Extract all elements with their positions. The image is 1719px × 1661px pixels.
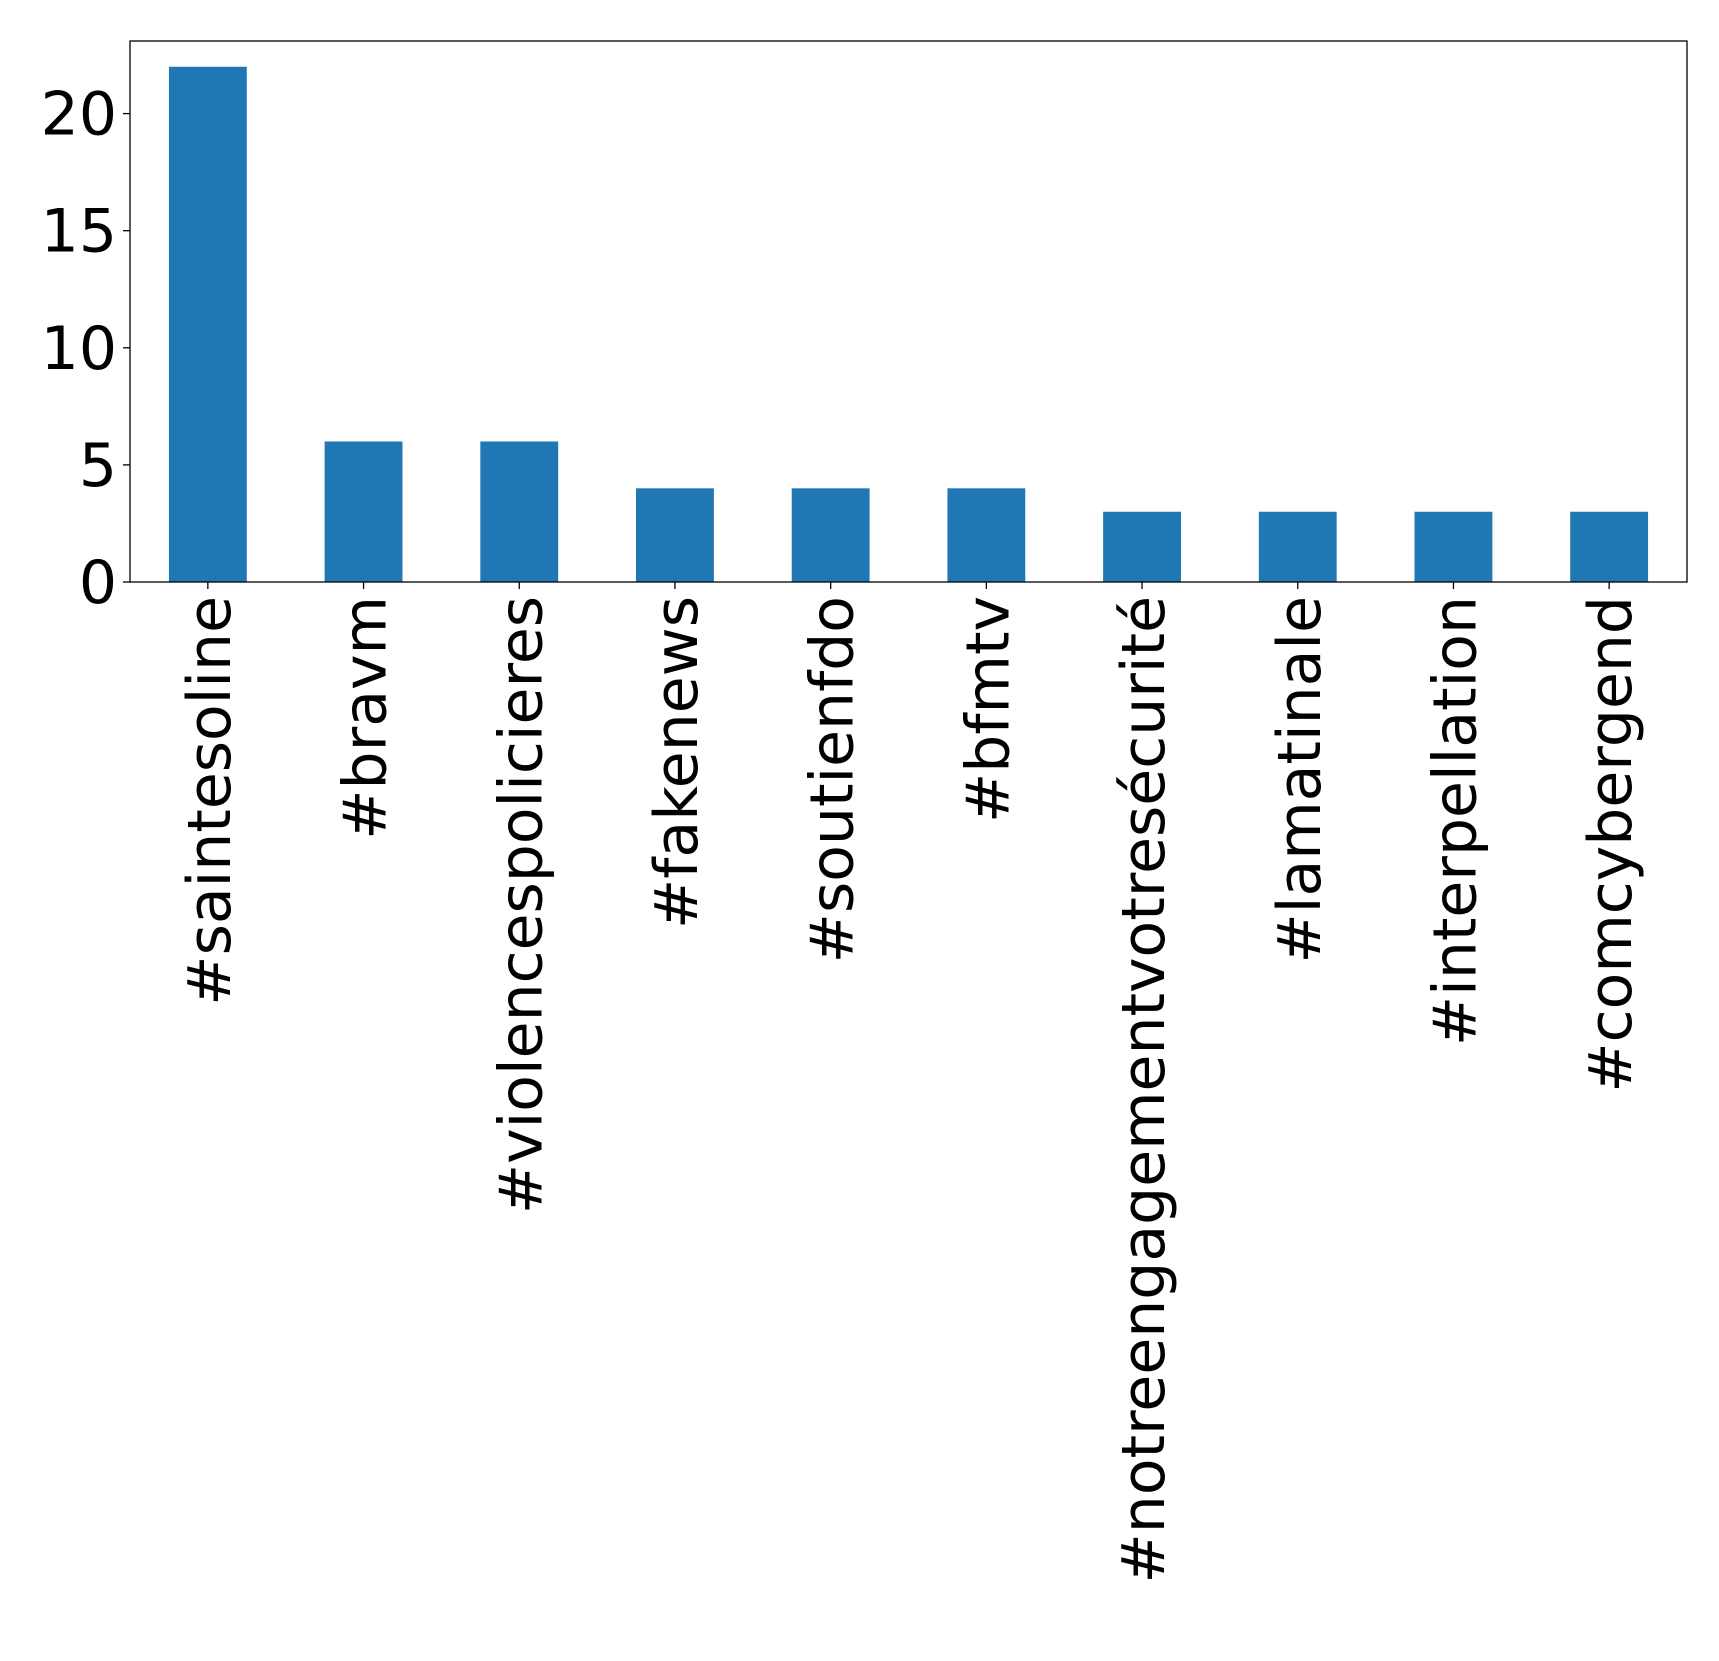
- x-tick-label: #comcybergend: [1576, 596, 1646, 1093]
- x-tick-label: #saintesoline: [175, 596, 245, 1006]
- x-tick-label: #soutienfdo: [798, 596, 868, 963]
- plot-frame: [129, 40, 1688, 583]
- y-tick-label: 10: [41, 314, 117, 384]
- bar-bravm: [324, 441, 403, 582]
- y-tick-label: 0: [79, 548, 117, 618]
- bar-fakenews: [636, 488, 714, 582]
- x-tick-label: #notreengagementvotresécurité: [1109, 596, 1179, 1583]
- bar-violencespolicieres: [480, 441, 559, 582]
- bar-notreengagementvotresécurité: [1103, 511, 1181, 582]
- bar-interpellation: [1414, 511, 1493, 582]
- x-tick-label: #violencespolicieres: [486, 596, 556, 1214]
- bar-saintesoline: [168, 66, 247, 582]
- x-axis: #saintesoline #bravm #violencespolicieres #…: [175, 582, 1646, 1583]
- bars-layer: [168, 66, 1649, 582]
- bar-soutienfdo: [791, 488, 870, 582]
- x-tick-label: #interpellation: [1420, 596, 1490, 1046]
- y-tick-label: 5: [79, 431, 117, 501]
- bar-bfmtv: [947, 488, 1026, 582]
- x-tick-label: #fakenews: [642, 596, 712, 929]
- y-tick-label: 20: [41, 80, 117, 150]
- x-tick-label: #lamatinale: [1265, 596, 1335, 964]
- bar-comcybergend: [1570, 511, 1649, 582]
- y-axis: 0 5 10 15 20: [41, 80, 130, 618]
- x-tick-label: #bfmtv: [953, 596, 1023, 823]
- bar-lamatinale: [1258, 511, 1337, 582]
- x-tick-label: #bravm: [331, 596, 401, 840]
- y-tick-label: 15: [41, 197, 117, 267]
